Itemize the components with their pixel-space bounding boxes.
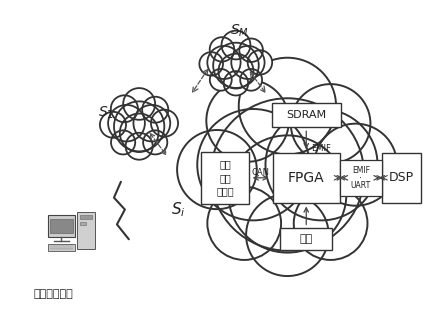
Text: 晶振: 晶振 bbox=[300, 234, 313, 244]
FancyBboxPatch shape bbox=[50, 219, 73, 233]
FancyBboxPatch shape bbox=[80, 223, 86, 225]
FancyBboxPatch shape bbox=[281, 228, 332, 250]
FancyBboxPatch shape bbox=[77, 212, 95, 249]
FancyBboxPatch shape bbox=[381, 153, 421, 203]
FancyBboxPatch shape bbox=[48, 244, 75, 251]
Text: $S_1$: $S_1$ bbox=[98, 104, 114, 121]
FancyBboxPatch shape bbox=[340, 160, 381, 196]
FancyBboxPatch shape bbox=[201, 152, 249, 203]
FancyBboxPatch shape bbox=[80, 215, 92, 219]
Text: 管理服务中心: 管理服务中心 bbox=[34, 289, 73, 299]
FancyBboxPatch shape bbox=[273, 153, 340, 203]
Text: EMIF: EMIF bbox=[311, 144, 331, 152]
Text: UART: UART bbox=[351, 181, 371, 190]
Text: SDRAM: SDRAM bbox=[286, 110, 326, 121]
Text: DSP: DSP bbox=[389, 171, 414, 184]
Text: $S_M$: $S_M$ bbox=[230, 23, 250, 39]
Text: ·: · bbox=[359, 173, 362, 183]
Text: $S_i$: $S_i$ bbox=[171, 200, 186, 219]
FancyBboxPatch shape bbox=[272, 104, 341, 127]
Text: CAN: CAN bbox=[252, 168, 270, 177]
Text: EMIF: EMIF bbox=[352, 167, 370, 175]
Text: FPGA: FPGA bbox=[288, 171, 325, 185]
FancyBboxPatch shape bbox=[48, 215, 75, 237]
Text: 管理
控制
计算机: 管理 控制 计算机 bbox=[216, 160, 234, 196]
